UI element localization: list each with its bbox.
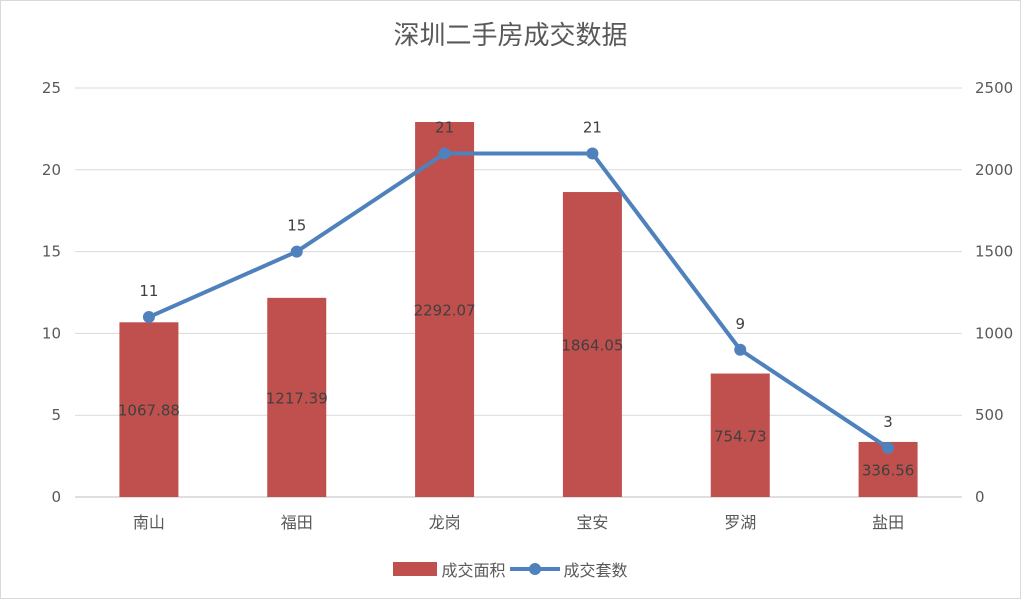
- x-category-label: 盐田: [872, 513, 904, 532]
- y-right-tick-label: 1000: [975, 324, 1013, 342]
- line-data-label: 15: [287, 217, 306, 235]
- legend-item-count: 成交套数: [509, 557, 628, 581]
- bar-data-label: 2292.07: [414, 302, 476, 320]
- legend-label-count: 成交套数: [563, 561, 628, 580]
- series-line-count: [148, 151, 890, 450]
- y-right-tick-label: 0: [975, 488, 985, 506]
- x-category-label: 龙岗: [429, 513, 461, 532]
- line-data-label: 9: [735, 315, 745, 333]
- legend-line-swatch: [509, 561, 560, 577]
- bar-area: [415, 122, 475, 498]
- chart-legend: 成交面积 成交套数: [1, 557, 1020, 581]
- bar-area: [267, 297, 327, 497]
- y-right-tick-label: 1500: [975, 243, 1013, 261]
- line-data-label: 3: [883, 413, 893, 431]
- line-point: [586, 147, 599, 160]
- line-point: [142, 311, 155, 324]
- line-point: [734, 343, 747, 356]
- y-right-tick-label: 500: [975, 406, 1004, 424]
- x-category-label: 南山: [133, 513, 165, 532]
- y-right-tick-label: 2500: [975, 79, 1013, 97]
- y-right-tick-label: 2000: [975, 161, 1013, 179]
- legend-label-area: 成交面积: [441, 561, 506, 580]
- bar-area: [710, 373, 770, 497]
- bar-data-label: 336.56: [862, 461, 915, 479]
- x-category-label: 宝安: [576, 513, 608, 532]
- y-left-tick-label: 5: [51, 406, 61, 424]
- legend-bar-swatch: [393, 562, 438, 576]
- y-left-tick-label: 10: [42, 324, 61, 342]
- bar-data-label: 1217.39: [266, 389, 328, 407]
- chart-title: 深圳二手房成交数据: [393, 21, 628, 51]
- bar-data-label: 1864.05: [561, 337, 623, 355]
- line-point: [438, 147, 451, 160]
- bar-area: [562, 192, 622, 497]
- y-left-tick-label: 0: [51, 488, 61, 506]
- line-data-label: 21: [583, 118, 602, 136]
- bar-data-label: 754.73: [714, 427, 767, 445]
- line-data-label: 11: [139, 282, 158, 300]
- bar-data-label: 1067.88: [118, 402, 180, 420]
- line-point: [290, 245, 303, 258]
- line-data-label: 21: [435, 118, 454, 136]
- x-category-label: 福田: [281, 513, 313, 532]
- y-left-tick-label: 25: [42, 79, 61, 97]
- y-left-tick-label: 20: [42, 161, 61, 179]
- bar-area: [119, 322, 179, 497]
- x-category-label: 罗湖: [724, 513, 756, 532]
- line-point: [882, 441, 895, 454]
- legend-item-area: 成交面积: [393, 557, 506, 581]
- y-left-tick-label: 15: [42, 243, 61, 261]
